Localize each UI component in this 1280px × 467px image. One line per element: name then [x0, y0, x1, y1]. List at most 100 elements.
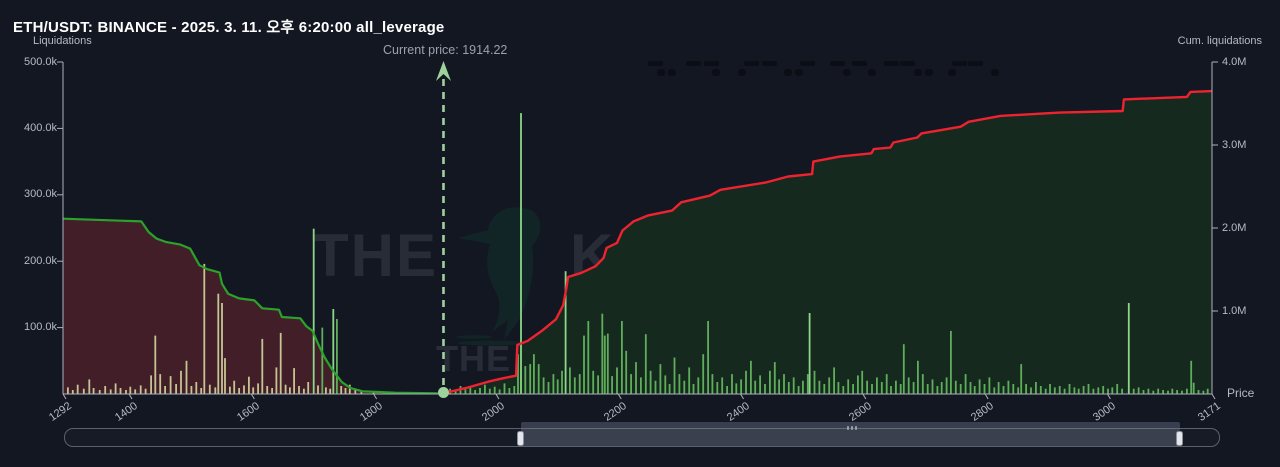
redacted-legend-item — [668, 69, 676, 76]
liquidation-bar — [284, 384, 287, 394]
liquidation-bar — [119, 388, 122, 394]
liquidation-bar — [1137, 387, 1140, 394]
liquidation-bar — [1116, 384, 1119, 394]
redacted-legend-item — [852, 61, 867, 66]
liquidation-bar — [238, 388, 240, 394]
liquidation-bar — [517, 354, 519, 394]
chart-range-scrollbar[interactable] — [64, 422, 1220, 447]
liquidation-bar — [552, 374, 555, 394]
liquidation-bar — [950, 330, 952, 394]
redacted-legend-item — [900, 61, 915, 66]
liquidation-bar — [332, 309, 335, 394]
liquidation-bar — [969, 382, 972, 394]
redacted-legend-item — [800, 61, 815, 66]
left-axis-tick-label: 500.0k — [23, 55, 57, 68]
liquidation-bar — [792, 377, 795, 394]
liquidation-bar — [964, 374, 967, 394]
redacted-legend-item — [795, 69, 803, 76]
liquidation-bar — [837, 382, 840, 394]
liquidation-bar — [692, 384, 695, 394]
liquidation-bar — [778, 379, 780, 394]
liquidation-bar — [754, 380, 757, 394]
liquidation-bar — [1176, 390, 1178, 394]
liquidation-bar — [252, 387, 255, 394]
liquidation-bar — [169, 376, 172, 394]
x-tick-mark — [862, 393, 867, 400]
liquidation-bar — [945, 377, 948, 394]
liquidation-bar — [1167, 390, 1169, 394]
liquidation-bar — [224, 358, 226, 394]
scrollbar-left-handle-icon[interactable] — [517, 431, 524, 446]
liquidation-bar — [271, 388, 273, 394]
liquidation-bar — [1044, 388, 1047, 394]
liquidation-bar — [842, 386, 845, 394]
liquidation-bar — [1107, 388, 1109, 394]
redacted-legend-item — [762, 61, 777, 66]
liquidation-bar — [740, 379, 742, 394]
liquidation-bar — [616, 367, 618, 394]
liquidation-bar — [503, 383, 506, 394]
liquidation-bar — [611, 376, 613, 394]
scrollbar-right-handle-icon[interactable] — [1176, 431, 1183, 446]
redacted-legend-item — [704, 61, 719, 66]
liquidation-bar — [711, 374, 714, 394]
liquidation-bar — [569, 367, 571, 394]
liquidation-bar — [654, 380, 657, 394]
liquidation-bar — [464, 389, 467, 394]
liquidation-bar — [973, 386, 976, 394]
liquidation-bar — [129, 386, 132, 394]
liquidation-bar — [348, 384, 351, 394]
redacted-legend-item — [914, 69, 922, 76]
liquidation-bar — [833, 367, 835, 394]
liquidation-bar — [154, 335, 157, 394]
liquidation-bar — [857, 375, 859, 394]
liquidation-bar — [317, 385, 319, 394]
x-tick-mark — [495, 393, 500, 400]
liquidation-bar — [561, 370, 563, 394]
liquidation-bar — [606, 333, 609, 394]
green-cumulative-line — [62, 217, 438, 395]
liquidation-bar — [664, 375, 667, 394]
liquidation-bar — [1186, 388, 1188, 394]
liquidation-bar — [298, 386, 300, 394]
redacted-legend-item — [868, 69, 876, 76]
liquidation-bar — [275, 367, 278, 394]
liquidation-bar — [150, 375, 152, 394]
liquidation-bar — [1077, 388, 1080, 394]
scrollbar-grip-icon[interactable] — [847, 426, 861, 430]
liquidation-bar — [954, 380, 957, 394]
liquidation-bar — [1053, 387, 1056, 394]
liquidation-bar — [221, 303, 223, 394]
liquidation-bar — [372, 392, 375, 394]
scrollbar-selected-range[interactable] — [521, 422, 1180, 446]
liquidation-bar — [329, 388, 332, 394]
liquidation-bar — [1002, 386, 1005, 394]
red-cumulative-line — [447, 89, 1213, 394]
liquidation-bar — [806, 374, 809, 394]
liquidation-bar — [902, 344, 905, 394]
redacted-legend-item — [925, 69, 933, 76]
redacted-legend-item — [738, 69, 746, 76]
page-title: ETH/USDT: BINANCE - 2025. 3. 11. 오후 6:20… — [13, 19, 445, 36]
liquidation-bar — [243, 385, 245, 394]
liquidation-bar — [1157, 388, 1160, 394]
left-axis-tick-label: 200.0k — [23, 254, 57, 267]
liquidation-bar — [940, 382, 943, 394]
redacted-legend-item — [948, 69, 956, 76]
liquidation-bar — [899, 384, 902, 394]
liquidation-bar — [885, 374, 888, 394]
liquidation-bar — [926, 384, 929, 394]
liquidation-bar — [88, 379, 91, 394]
liquidation-bar — [716, 382, 719, 394]
liquidation-bar — [336, 319, 338, 394]
liquidation-bar — [659, 364, 662, 394]
redacted-legend-item — [830, 61, 845, 66]
liquidation-bar — [529, 364, 532, 394]
liquidation-bar — [214, 387, 217, 394]
liquidation-bar — [508, 388, 511, 394]
current-price-dot — [437, 387, 449, 398]
liquidation-bar — [828, 377, 831, 394]
liquidation-bar — [707, 321, 709, 394]
liquidation-bar — [983, 384, 986, 394]
